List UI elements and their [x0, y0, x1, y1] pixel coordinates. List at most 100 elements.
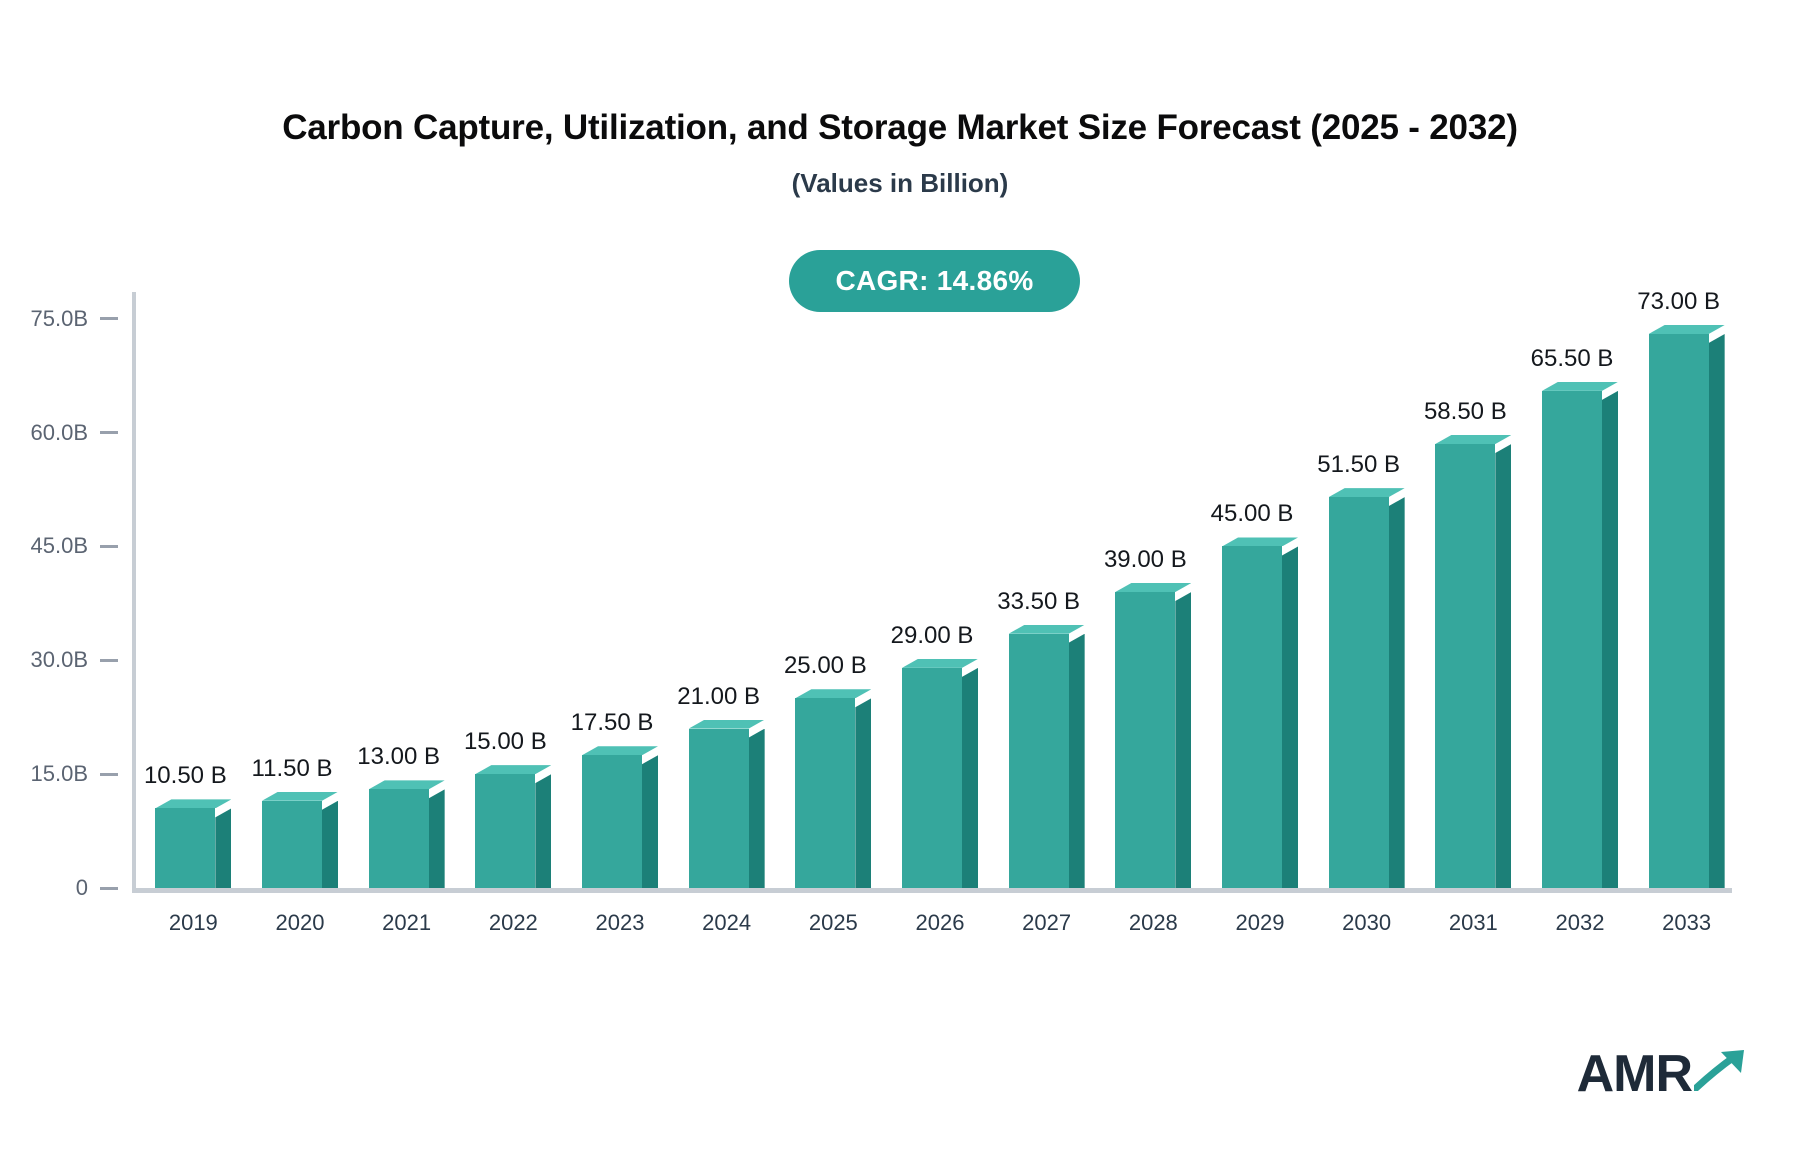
x-axis-spine: [132, 888, 1732, 893]
amr-logo-text: AMR: [1576, 1045, 1693, 1103]
bar-front-face: [1542, 390, 1602, 888]
bar-top-face: [1648, 324, 1725, 334]
bar-value-label: 39.00 B: [1103, 546, 1187, 573]
x-axis-tick-label: 2032: [1555, 910, 1605, 935]
bar: 11.50 B: [252, 755, 338, 888]
y-axis-tick: 30.0B: [2, 647, 132, 673]
bar-front-face: [1008, 633, 1069, 888]
bar-top-face: [1328, 488, 1405, 498]
x-axis-tick-label: 2030: [1342, 910, 1392, 935]
bar-value-label: 11.50 B: [251, 754, 333, 782]
bar-value-label: 29.00 B: [890, 621, 974, 649]
bar-side-face: [1068, 633, 1085, 888]
x-axis-tick-label: 2027: [1022, 910, 1072, 935]
y-axis-tick-label: 60.0B: [30, 419, 89, 445]
bar: 65.50 B: [1531, 345, 1618, 888]
y-axis-tick-mark: [100, 544, 118, 548]
y-axis-spine: [132, 292, 136, 892]
bar-side-face: [748, 728, 765, 888]
bar-value-label: 65.50 B: [1530, 344, 1614, 372]
amr-logo: AMR: [1577, 1047, 1748, 1100]
bar: 29.00 B: [891, 622, 978, 888]
plot-area: 75.0B 60.0B 45.0B 30.0B 15.0B 0 10.50 B 11.50 …: [31, 288, 1732, 935]
bar-top-face: [475, 765, 552, 775]
y-axis-tick-mark: [100, 658, 118, 662]
bar: 17.50 B: [571, 709, 658, 888]
y-axis-tick-label: 45.0B: [30, 533, 89, 559]
bar-top-face: [155, 799, 232, 809]
bar: 45.00 B: [1211, 500, 1298, 888]
y-axis-tick-label: 75.0B: [30, 305, 89, 331]
bar-top-face: [1115, 583, 1192, 592]
bar-side-face: [1282, 546, 1298, 888]
x-axis-tick-label: 2021: [382, 910, 432, 935]
y-axis-tick-mark: [100, 886, 118, 890]
bar-top-face: [1222, 537, 1298, 547]
bar-side-face: [1175, 592, 1192, 888]
bar-side-face: [322, 800, 338, 888]
y-axis-tick: 45.0B: [2, 533, 132, 559]
y-axis-tick-label: 30.0B: [30, 647, 89, 673]
bar-front-face: [688, 728, 749, 888]
bar-value-label: 45.00 B: [1210, 500, 1294, 528]
bar-value-label: 33.50 B: [997, 587, 1081, 615]
bar-top-face: [262, 791, 338, 801]
x-axis-tick-label: 2031: [1448, 910, 1498, 935]
bar-front-face: [1328, 497, 1389, 888]
bar-front-face: [368, 789, 429, 888]
bar-value-label: 17.50 B: [570, 709, 654, 737]
page-title: Carbon Capture, Utilization, and Storage…: [282, 108, 1518, 147]
bar-side-face: [428, 789, 445, 888]
bar-front-face: [1222, 546, 1282, 888]
cagr-badge-label: CAGR: 14.86%: [835, 265, 1034, 296]
x-axis-tick-label: 2019: [168, 910, 218, 935]
bar-top-face: [688, 719, 765, 729]
bar-front-face: [155, 808, 216, 888]
y-axis-tick: 75.0B: [2, 306, 132, 332]
x-axis-tick-label: 2029: [1235, 910, 1285, 935]
x-axis-tick-label: 2026: [915, 910, 965, 935]
bar: 33.50 B: [997, 588, 1085, 888]
bar-side-face: [962, 667, 978, 888]
y-axis-tick-mark: [100, 772, 118, 776]
bar-top-face: [368, 780, 445, 790]
bar-side-face: [642, 755, 658, 888]
bar-top-face: [1435, 435, 1512, 444]
x-axis-tick-label: 2020: [275, 910, 325, 935]
bar-value-label: 25.00 B: [783, 652, 867, 680]
y-axis-tick-label: 15.0B: [30, 761, 89, 787]
bar-front-face: [1648, 333, 1709, 888]
x-axis-tick-label: 2025: [808, 910, 858, 935]
y-axis-tick: 60.0B: [2, 420, 132, 446]
bar-front-face: [475, 774, 536, 888]
bar-value-label: 10.50 B: [143, 762, 227, 790]
y-axis-tick-mark: [100, 431, 118, 435]
bar-side-face: [1388, 497, 1405, 888]
x-axis-tick-label: 2033: [1662, 910, 1712, 935]
bar: 39.00 B: [1104, 546, 1192, 888]
bar-top-face: [795, 689, 872, 699]
cagr-badge: CAGR: 14.86%: [789, 250, 1080, 312]
bar-top-face: [902, 658, 978, 668]
bar-side-face: [1602, 390, 1618, 888]
x-axis-tick-label: 2023: [595, 910, 645, 935]
bar-top-face: [1008, 624, 1085, 634]
bar-side-face: [1495, 444, 1512, 888]
bar-value-label: 51.50 B: [1317, 451, 1401, 479]
chart-subtitle: (Values in Billion): [791, 168, 1009, 198]
bar-front-face: [262, 800, 322, 888]
x-axis-tick-label: 2022: [488, 910, 538, 935]
bar-value-label: 21.00 B: [677, 682, 761, 710]
bar: 21.00 B: [677, 683, 765, 888]
bar-front-face: [795, 698, 856, 888]
bar-side-face: [215, 808, 232, 888]
bar-value-label: 15.00 B: [463, 728, 547, 756]
bar: 51.50 B: [1317, 451, 1405, 888]
bar-value-label: 13.00 B: [357, 743, 441, 771]
bar-front-face: [1435, 444, 1496, 888]
bar-front-face: [902, 667, 962, 888]
x-axis-tick-label: 2028: [1128, 910, 1178, 935]
bar: 10.50 B: [144, 762, 232, 888]
bar: 58.50 B: [1424, 398, 1512, 888]
bar-value-label: 58.50 B: [1423, 398, 1507, 425]
